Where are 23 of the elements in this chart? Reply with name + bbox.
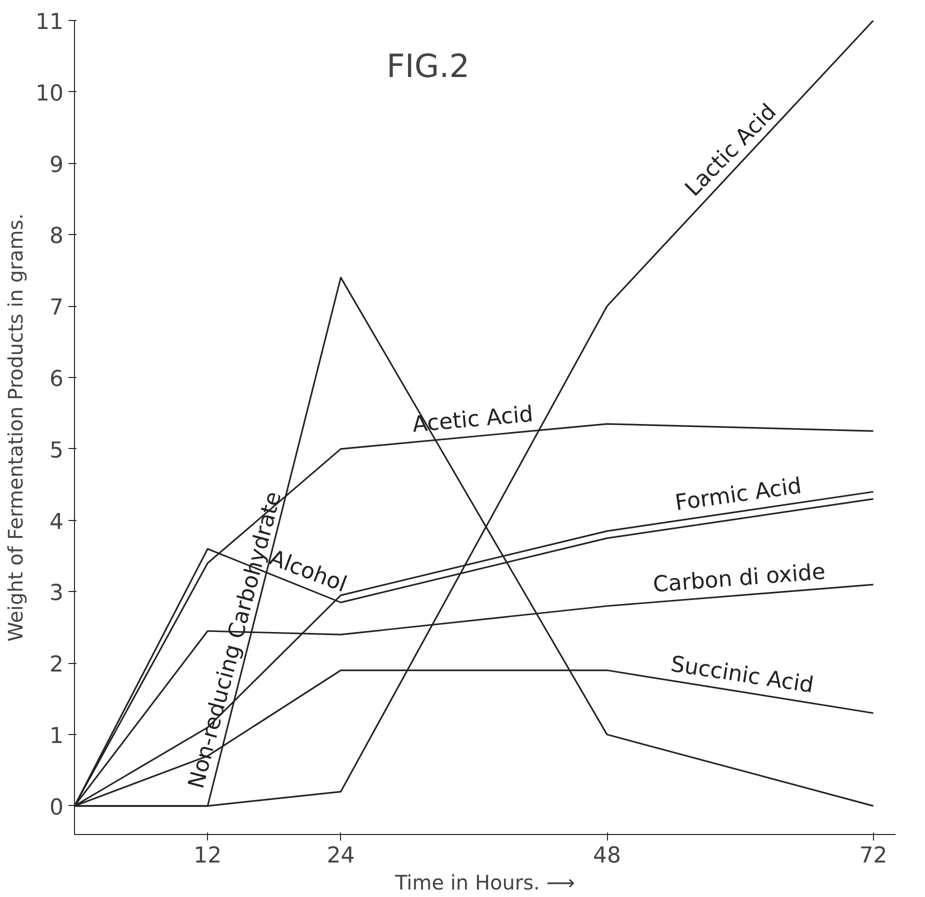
x-tick-label: 72 — [859, 844, 888, 868]
series-label: Carbon di oxide — [652, 560, 826, 598]
text: Succinic Acid — [668, 652, 816, 699]
y-tick-label: 11 — [36, 10, 64, 35]
y-tick-label: 10 — [36, 81, 64, 106]
y-axis-title: Weight of Fermentation Products in grams. — [4, 213, 28, 642]
y-tick-label: 0 — [50, 795, 64, 820]
y-tick-label: 7 — [50, 296, 64, 321]
text: Acetic Acid — [411, 402, 534, 438]
x-tick-label: 48 — [593, 844, 622, 868]
y-tick-label: 5 — [50, 438, 64, 464]
text: FIG.2 — [386, 46, 470, 85]
y-tick-label: 1 — [50, 724, 64, 750]
y-tick-label: 2 — [50, 652, 64, 678]
x-tick-label: 24 — [326, 844, 355, 868]
y-tick-label: 8 — [50, 224, 64, 250]
y-tick-label: 3 — [50, 581, 64, 606]
text: Formic Acid — [674, 474, 804, 516]
y-tick-label: 4 — [50, 510, 64, 535]
y-tick-label: 6 — [50, 367, 64, 392]
x-axis-title: Time in Hours. ⟶ — [394, 870, 575, 894]
x-tick-label: 12 — [194, 844, 222, 868]
y-tick-label: 9 — [50, 152, 64, 178]
